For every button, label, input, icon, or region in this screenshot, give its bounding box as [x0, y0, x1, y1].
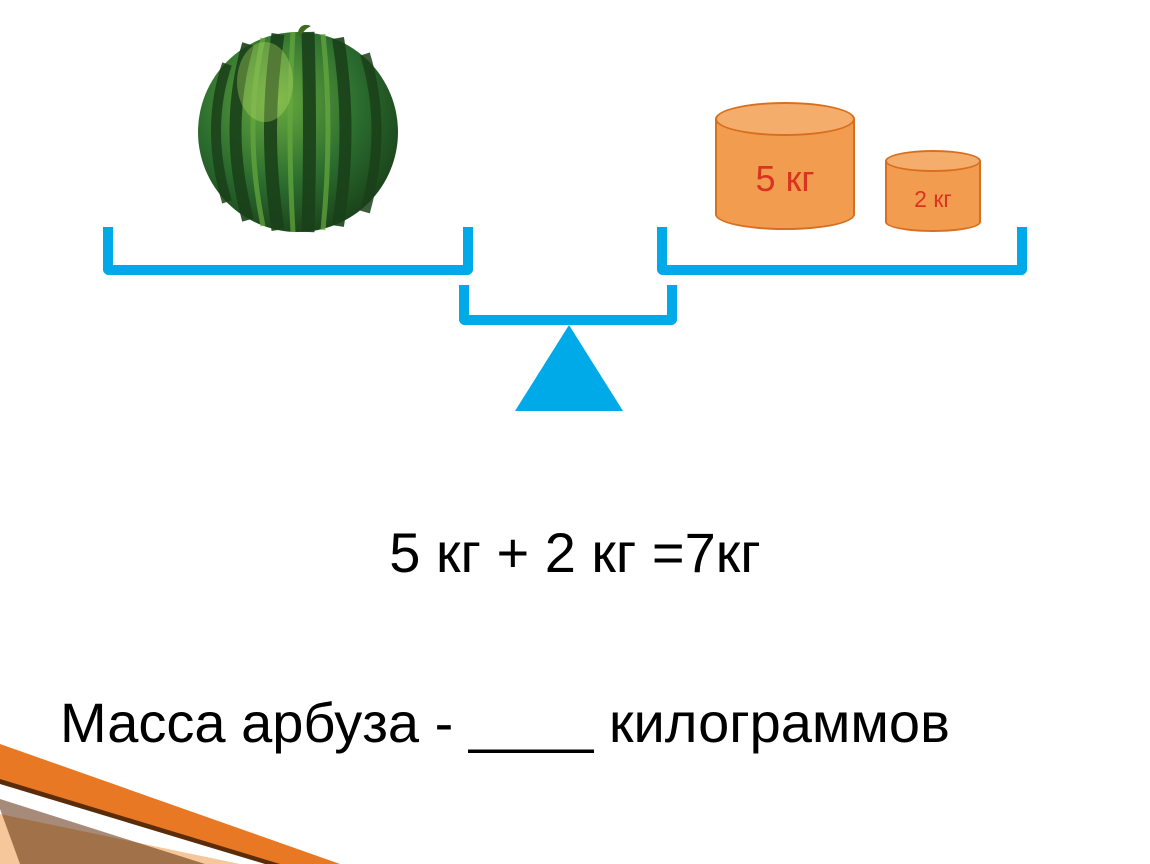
- watermelon-icon: [193, 24, 403, 234]
- fulcrum: [515, 325, 623, 411]
- weight-5kg-label: 5 кг: [715, 158, 855, 200]
- balance-beam: [459, 285, 677, 325]
- balance-scale: 5 кг 2 кг: [95, 30, 1055, 430]
- left-pan: [103, 227, 473, 275]
- right-pan: [657, 227, 1027, 275]
- weight-2kg: 2 кг: [885, 150, 981, 232]
- equation-text: 5 кг + 2 кг =7кг: [0, 520, 1150, 585]
- weight-2kg-label: 2 кг: [885, 186, 981, 213]
- weight-5kg: 5 кг: [715, 102, 855, 230]
- corner-decoration: [0, 684, 340, 864]
